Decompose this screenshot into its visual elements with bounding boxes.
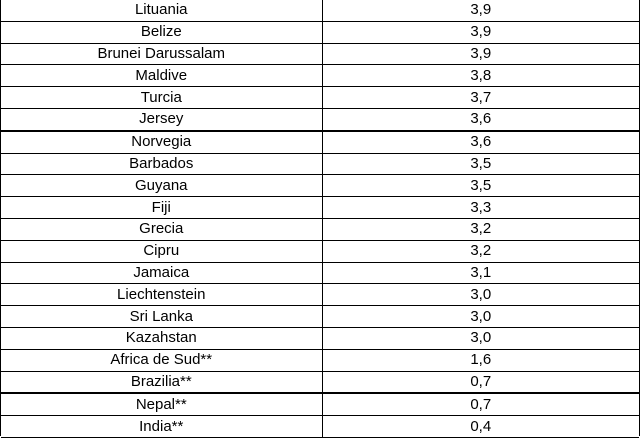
country-cell: Nepal** — [1, 392, 323, 417]
value-cell: 3,1 — [322, 261, 639, 285]
table-row: Jamaica 3,1 — [1, 261, 639, 285]
table-row: Grecia 3,2 — [1, 217, 639, 241]
country-cell: Cipru — [1, 239, 323, 263]
country-cell: India** — [1, 415, 323, 438]
table-row: Jersey 3,6 — [1, 107, 639, 132]
country-cell: Barbados — [1, 152, 323, 176]
country-cell: Turcia — [1, 86, 323, 109]
table-row: Turcia 3,7 — [1, 86, 639, 109]
value-cell: 0,4 — [322, 415, 639, 438]
value-cell: 3,5 — [322, 174, 639, 198]
table-row: Brunei Darussalam 3,9 — [1, 42, 639, 66]
table-row: Maldive 3,8 — [1, 64, 639, 88]
table-row: Nepal** 0,7 — [1, 392, 639, 417]
value-cell: 3,2 — [322, 239, 639, 263]
value-cell: 3,0 — [322, 326, 639, 350]
value-cell: 3,8 — [322, 64, 639, 88]
value-cell: 3,0 — [322, 283, 639, 307]
table-row: Fiji 3,3 — [1, 196, 639, 219]
table-row: Lituania 3,9 — [1, 0, 639, 22]
value-cell: 1,6 — [322, 348, 639, 372]
country-cell: Belize — [1, 20, 323, 44]
country-cell: Kazahstan — [1, 326, 323, 350]
table-row: Norvegia 3,6 — [1, 129, 639, 154]
value-cell: 3,3 — [322, 196, 639, 219]
value-cell: 3,9 — [322, 0, 639, 22]
table-row: Guyana 3,5 — [1, 174, 639, 198]
table-row: Belize 3,9 — [1, 20, 639, 44]
country-cell: Liechtenstein — [1, 283, 323, 307]
value-cell: 3,9 — [322, 20, 639, 44]
country-cell: Maldive — [1, 64, 323, 88]
country-cell: Lituania — [1, 0, 323, 22]
value-cell: 3,2 — [322, 217, 639, 241]
value-cell: 3,6 — [322, 129, 639, 154]
country-cell: Grecia — [1, 217, 323, 241]
table-row: India** 0,4 — [1, 415, 639, 438]
country-cell: Norvegia — [1, 129, 323, 154]
country-cell: Jersey — [1, 107, 323, 132]
country-cell: Sri Lanka — [1, 305, 323, 328]
table-row: Barbados 3,5 — [1, 152, 639, 176]
value-cell: 0,7 — [322, 370, 639, 394]
country-cell: Guyana — [1, 174, 323, 198]
country-cell: Jamaica — [1, 261, 323, 285]
value-cell: 3,0 — [322, 305, 639, 328]
value-cell: 3,9 — [322, 42, 639, 66]
table-row: Africa de Sud** 1,6 — [1, 348, 639, 372]
value-cell: 3,5 — [322, 152, 639, 176]
value-cell: 3,7 — [322, 86, 639, 109]
country-cell: Brunei Darussalam — [1, 42, 323, 66]
value-cell: 0,7 — [322, 392, 639, 417]
value-cell: 3,6 — [322, 107, 639, 132]
table-row: Sri Lanka 3,0 — [1, 305, 639, 328]
table-row: Liechtenstein 3,0 — [1, 283, 639, 307]
table-row: Kazahstan 3,0 — [1, 326, 639, 350]
country-cell: Brazilia** — [1, 370, 323, 394]
table-row: Cipru 3,2 — [1, 239, 639, 263]
table-row: Brazilia** 0,7 — [1, 370, 639, 394]
country-cell: Africa de Sud** — [1, 348, 323, 372]
country-cell: Fiji — [1, 196, 323, 219]
